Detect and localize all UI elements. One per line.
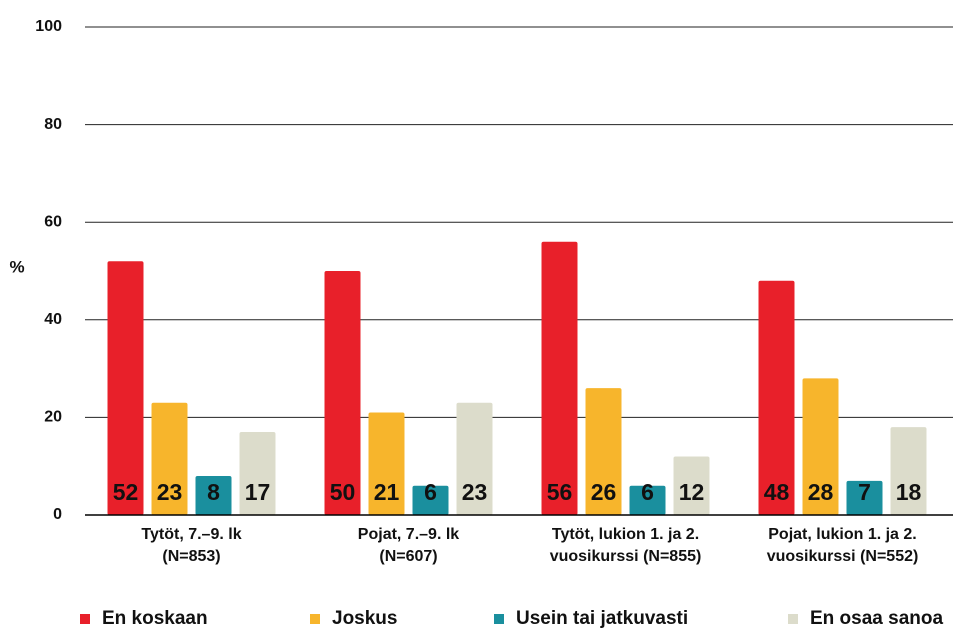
bar xyxy=(239,432,276,515)
data-label: 6 xyxy=(424,479,437,505)
x-tick-label: Tytöt, lukion 1. ja 2. vuosikurssi (N=85… xyxy=(549,526,702,565)
bar xyxy=(673,456,710,515)
data-label: 23 xyxy=(157,479,183,505)
data-label: 12 xyxy=(679,479,705,505)
y-tick-label: 0 xyxy=(53,506,62,523)
legend-item: Usein tai jatkuvasti xyxy=(494,608,688,630)
legend-label: Joskus xyxy=(332,608,398,629)
legend-item: En koskaan xyxy=(80,608,208,630)
bar xyxy=(890,427,927,515)
y-axis-label: % xyxy=(9,257,24,276)
legend-swatch xyxy=(310,614,320,624)
data-label: 6 xyxy=(641,479,654,505)
legend-swatch xyxy=(494,614,504,624)
x-tick-label: Tytöt, 7.–9. lk (N=853) xyxy=(141,526,242,565)
data-label: 26 xyxy=(591,479,617,505)
bar xyxy=(456,402,493,515)
legend-swatch xyxy=(80,614,90,624)
data-label: 18 xyxy=(896,479,922,505)
legend-label: En koskaan xyxy=(102,608,208,629)
data-label: 52 xyxy=(113,479,139,505)
legend-item: Joskus xyxy=(310,608,397,630)
y-tick-label: 80 xyxy=(44,116,62,133)
legend-item: En osaa sanoa xyxy=(788,608,943,630)
y-tick-label: 100 xyxy=(35,18,62,35)
bar xyxy=(585,388,622,515)
bar xyxy=(846,480,883,515)
data-label: 56 xyxy=(547,479,573,505)
data-label: 8 xyxy=(207,479,220,505)
data-label: 23 xyxy=(462,479,488,505)
bar xyxy=(541,241,578,515)
bar xyxy=(629,485,666,515)
bar xyxy=(802,378,839,515)
data-label: 7 xyxy=(858,479,871,505)
data-label: 50 xyxy=(330,479,356,505)
data-label: 48 xyxy=(764,479,790,505)
bar xyxy=(151,402,188,515)
x-tick-label: Pojat, 7.–9. lk (N=607) xyxy=(357,526,460,565)
y-tick-label: 20 xyxy=(44,409,62,426)
bar xyxy=(412,485,449,515)
y-tick-label: 40 xyxy=(44,311,62,328)
bar xyxy=(195,475,232,515)
y-tick-label: 60 xyxy=(44,213,62,230)
bar xyxy=(368,412,405,515)
data-label: 28 xyxy=(808,479,834,505)
x-tick-label: Pojat, lukion 1. ja 2. vuosikurssi (N=55… xyxy=(766,526,919,565)
legend-label: En osaa sanoa xyxy=(810,608,944,629)
data-label: 21 xyxy=(374,479,400,505)
legend-label: Usein tai jatkuvasti xyxy=(516,608,689,629)
bar xyxy=(107,261,144,515)
bar xyxy=(324,271,361,515)
legend-swatch xyxy=(788,614,798,624)
data-label: 17 xyxy=(245,479,271,505)
bar xyxy=(758,280,795,515)
